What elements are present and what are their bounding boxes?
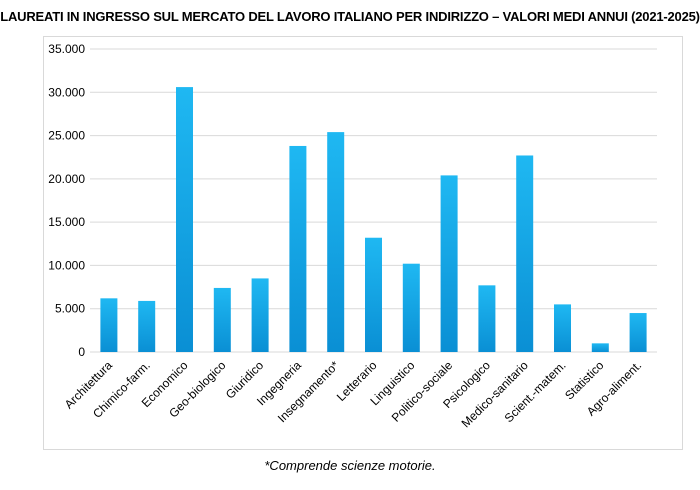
bar [100,298,118,352]
y-tick-label: 25.000 [48,129,85,143]
x-axis-tick-labels: ArchitetturaChimico-farm.EconomicoGeo-bi… [62,358,644,430]
bar [289,145,307,352]
y-tick-label: 5.000 [55,302,85,316]
y-tick-label: 20.000 [48,172,85,186]
bar [554,304,571,352]
bar [213,287,231,352]
bar [176,87,193,352]
y-tick-label: 15.000 [48,215,85,229]
y-axis-tick-labels: 0 5.000 10.000 15.000 20.000 25.000 30.000 35.0… [48,42,85,359]
bar [251,278,269,352]
chart-title: LAUREATI IN INGRESSO SUL MERCATO DEL LAV… [0,9,700,24]
x-tick-label: Medico-sanitario [459,358,531,430]
y-tick-label: 0 [78,345,85,359]
bar [629,313,647,352]
y-tick-label: 30.000 [48,85,85,99]
bar [516,155,534,352]
bar [327,132,345,352]
y-tick-label: 35.000 [48,42,85,56]
bar [478,285,496,352]
bar [440,175,458,352]
bar [591,343,609,352]
bar [365,237,382,352]
bars [100,87,647,352]
footnote: *Comprende scienze motorie. [264,458,436,473]
bar [138,300,156,352]
plot-area-frame [43,36,683,450]
y-tick-label: 10.000 [48,258,85,272]
bar [402,263,420,352]
